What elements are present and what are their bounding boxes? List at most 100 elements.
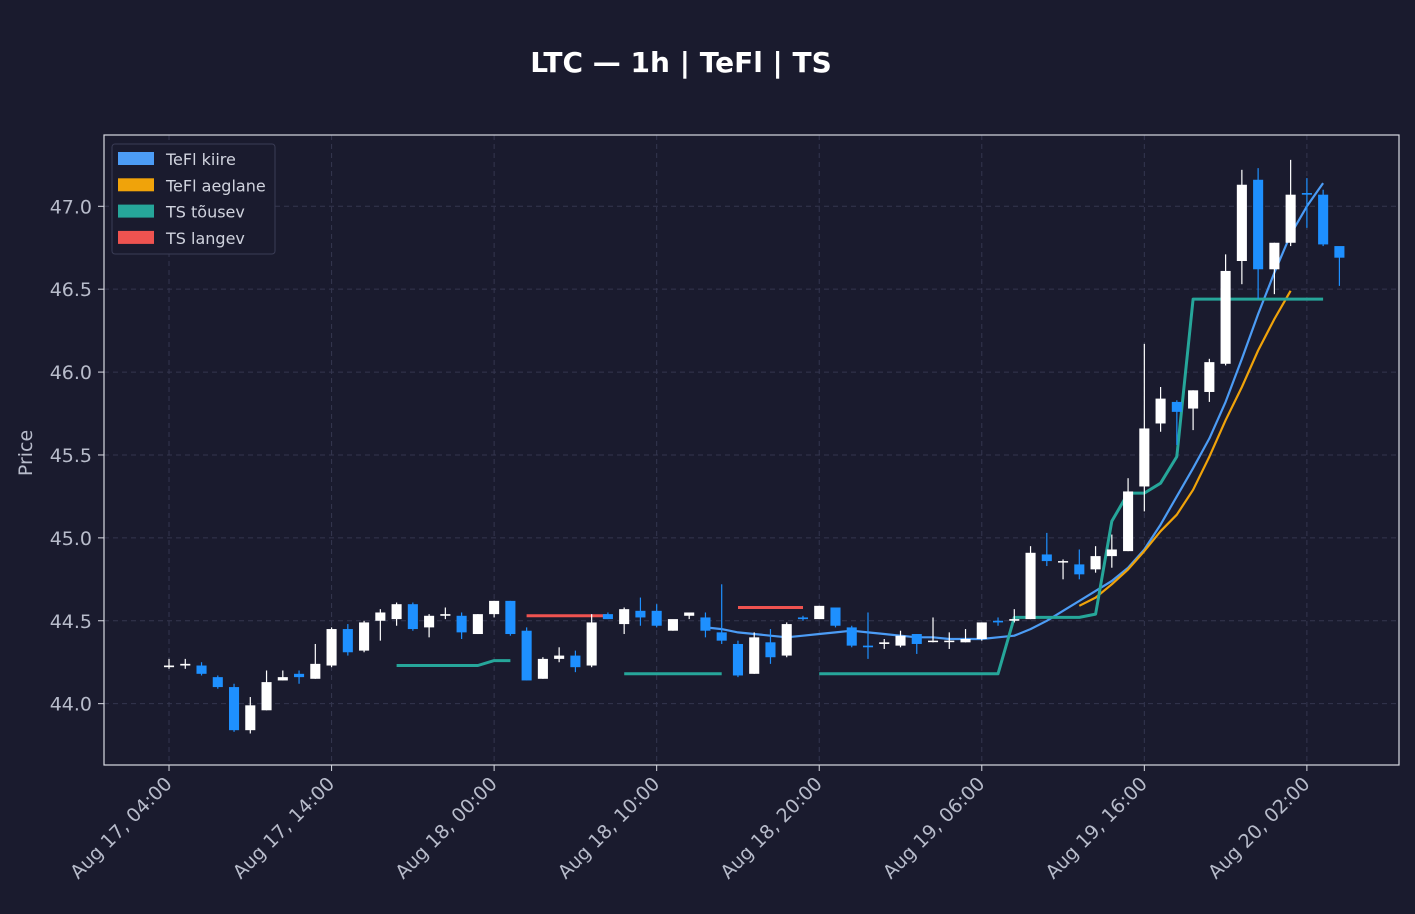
candle-body	[342, 629, 353, 653]
candle-body	[521, 630, 532, 681]
candle-body	[180, 663, 191, 666]
candle-body	[879, 642, 890, 644]
candle-body	[407, 604, 418, 630]
legend-swatch	[118, 178, 154, 192]
candle-body	[1334, 246, 1345, 258]
candle-body	[814, 605, 825, 620]
candle-body	[1301, 193, 1312, 195]
candle-body	[537, 658, 548, 679]
candle-body	[716, 632, 727, 641]
candle-body	[1285, 194, 1296, 243]
candle-body	[927, 640, 939, 643]
candle-body	[310, 663, 321, 679]
legend-swatch	[118, 152, 154, 165]
candle-body	[212, 677, 223, 688]
candle-body	[1139, 428, 1150, 487]
candle-body	[163, 665, 175, 668]
candle-body	[749, 637, 760, 674]
candle-body	[472, 614, 483, 635]
candle-body	[976, 622, 987, 639]
candle-body	[1025, 552, 1036, 620]
candle-body	[765, 642, 776, 658]
candle-body	[294, 673, 305, 678]
candle-body	[586, 622, 597, 666]
candle-body	[992, 620, 1004, 623]
candle-body	[1188, 390, 1199, 409]
candle-body	[651, 610, 662, 626]
candle-body	[1106, 549, 1117, 557]
candle-body	[261, 682, 272, 711]
candle-body	[684, 612, 695, 616]
candle-body	[229, 687, 240, 731]
y-axis-label: Price	[15, 430, 37, 476]
candle-body	[1123, 491, 1134, 552]
candle-body	[1058, 561, 1069, 563]
legend-swatch	[118, 230, 154, 244]
legend-swatch	[118, 204, 154, 218]
candle-body	[619, 609, 630, 625]
legend: TeFl kiire TeFl aeglane TS tõusev TS langev	[111, 143, 276, 255]
candle-body	[700, 617, 711, 631]
candle-body	[1041, 554, 1052, 562]
candle-body	[667, 619, 678, 631]
y-tick-label: 47.0	[50, 196, 92, 218]
candle-body	[635, 610, 646, 618]
chart-title: LTC — 1h | TeFl | TS	[530, 46, 832, 79]
candle-body	[960, 639, 971, 643]
legend-label: TeFl kiire	[165, 150, 236, 169]
candle-body	[1074, 564, 1085, 575]
series-line-tefl-aeglane	[1078, 290, 1292, 607]
candle-body	[245, 705, 256, 731]
candle-body	[424, 615, 435, 628]
candle-body	[830, 607, 841, 626]
y-tick-label: 46.0	[50, 362, 92, 384]
candle-body	[797, 617, 809, 620]
candle-body	[391, 604, 402, 620]
candle-body	[440, 614, 451, 616]
candle-body	[505, 600, 516, 635]
legend-label: TS tõusev	[165, 203, 245, 222]
y-tick-label: 44.0	[50, 694, 92, 716]
legend-box	[111, 143, 276, 255]
candle-body	[359, 622, 370, 651]
candle-body	[570, 655, 581, 668]
candles	[163, 159, 1345, 734]
candle-body	[1009, 619, 1020, 621]
y-axis-ticks: 44.0 44.5 45.0 45.5 46.0 46.5 47.0	[50, 196, 104, 716]
candle-body	[1253, 179, 1264, 270]
series-line-ts-tõusev	[396, 659, 511, 667]
candle-body	[456, 615, 467, 633]
candle-body	[1171, 401, 1182, 412]
candle-body	[911, 634, 922, 644]
candle-body	[1318, 194, 1329, 245]
candle-body	[895, 635, 906, 646]
legend-label: TS langev	[165, 229, 245, 248]
candle-body	[944, 640, 955, 643]
candle-body	[732, 643, 743, 676]
candle-body	[862, 645, 874, 648]
candle-body	[489, 600, 500, 615]
y-tick-label: 45.0	[50, 528, 92, 550]
candle-body	[1204, 362, 1215, 392]
candle-body	[196, 665, 207, 674]
y-tick-label: 44.5	[50, 611, 92, 633]
plot-frame	[103, 134, 1400, 766]
y-tick-label: 45.5	[50, 445, 92, 467]
candle-body	[781, 624, 792, 656]
candle-body	[1090, 556, 1101, 570]
candle-body	[1269, 242, 1280, 270]
candle-body	[554, 655, 565, 659]
candle-body	[602, 614, 613, 620]
series-lines	[396, 182, 1325, 676]
candle-body	[326, 629, 337, 666]
candle-body	[1220, 270, 1231, 364]
series-line-tefl-kiire	[705, 182, 1325, 641]
candle-body	[277, 677, 288, 681]
candle-body	[375, 612, 386, 621]
series-line-ts-tõusev	[819, 297, 1324, 676]
legend-label: TeFl aeglane	[165, 176, 266, 195]
candle-body	[1236, 184, 1247, 261]
candle-body	[1155, 398, 1166, 424]
